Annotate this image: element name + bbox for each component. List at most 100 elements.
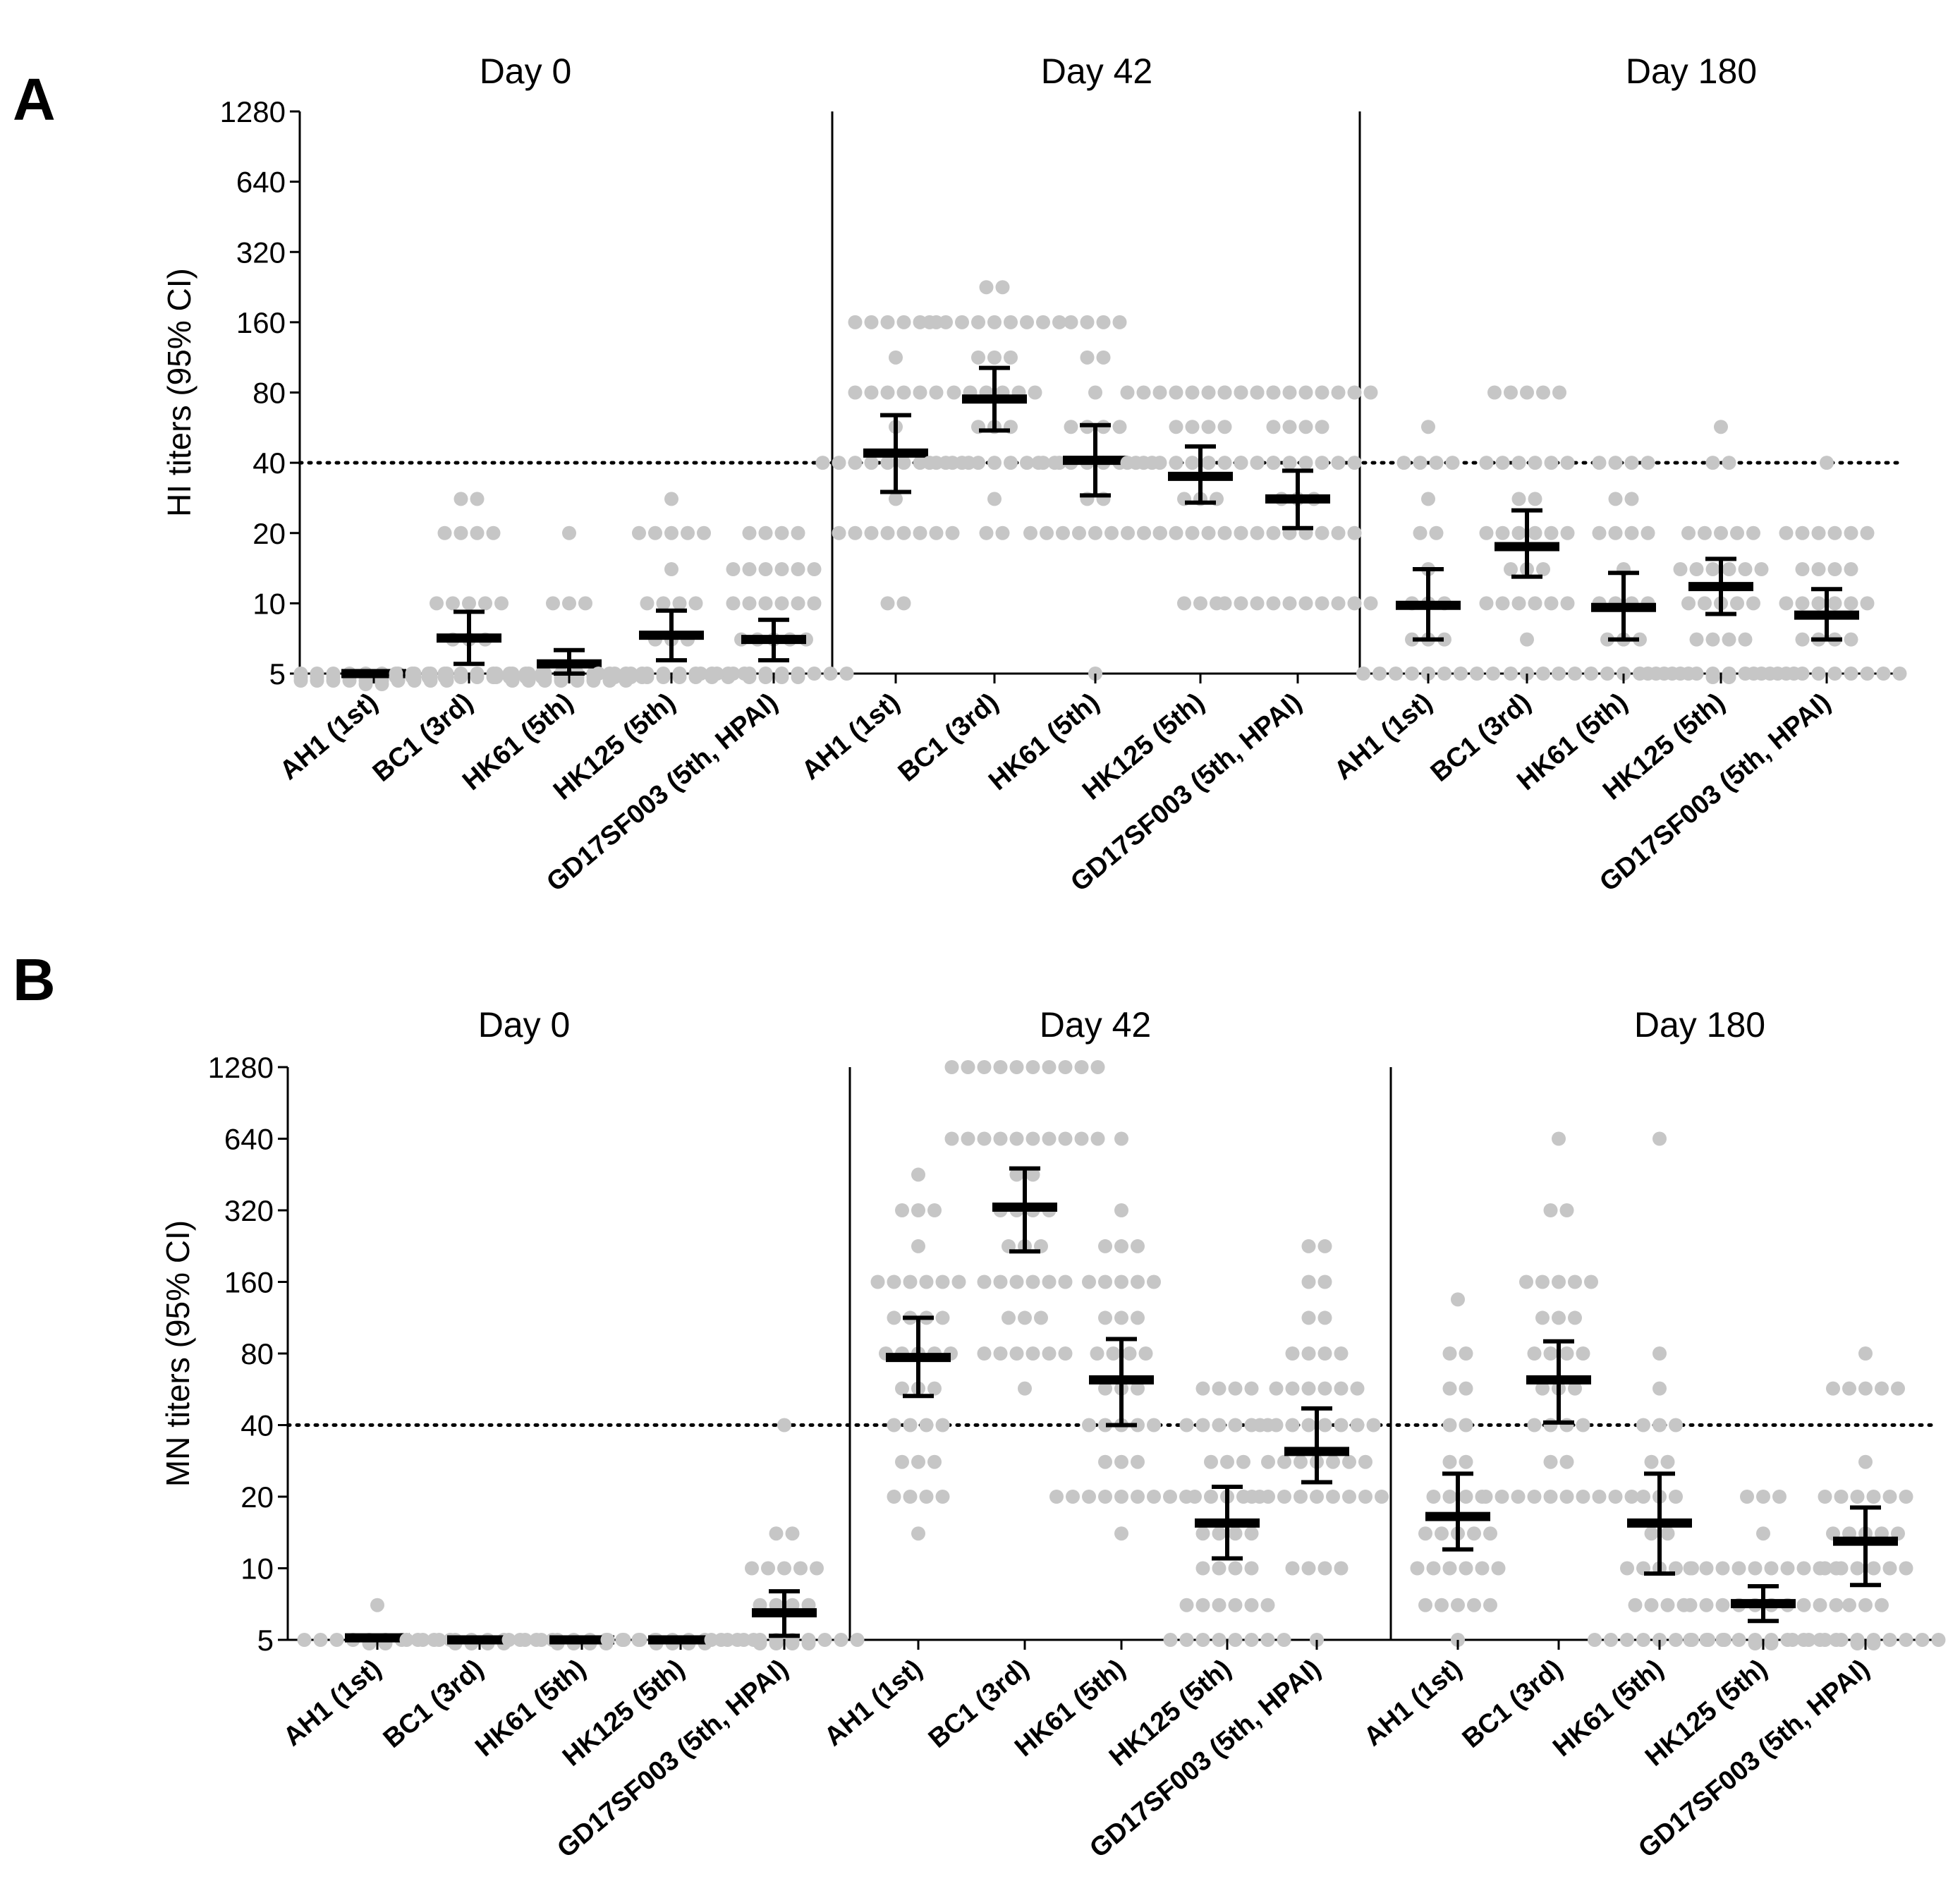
data-point xyxy=(1644,1526,1659,1541)
data-point xyxy=(1244,1598,1259,1612)
data-point xyxy=(1285,1346,1300,1361)
data-point xyxy=(326,674,341,688)
data-point xyxy=(1250,456,1265,470)
data-point xyxy=(1850,1561,1865,1576)
data-point xyxy=(1442,1346,1457,1361)
x-tick-label: AH1 (1st) xyxy=(278,1654,387,1752)
data-point xyxy=(672,670,687,684)
data-point xyxy=(1795,596,1810,611)
data-point xyxy=(310,674,324,688)
data-point xyxy=(470,670,485,684)
data-point xyxy=(1049,1490,1064,1504)
data-point xyxy=(1681,596,1696,611)
data-point xyxy=(1796,1561,1811,1576)
data-point xyxy=(1826,1381,1840,1396)
data-point xyxy=(1705,456,1720,470)
data-point xyxy=(1467,1526,1481,1541)
data-point xyxy=(375,677,389,691)
series-column: BC1 (3rd) xyxy=(923,1060,1105,1754)
day-title: Day 180 xyxy=(1634,1005,1765,1045)
data-point xyxy=(1131,1418,1145,1432)
data-point xyxy=(1234,596,1248,611)
data-point xyxy=(1740,1490,1754,1504)
data-point xyxy=(1188,1490,1202,1504)
data-point xyxy=(753,1636,767,1650)
data-point xyxy=(1504,385,1518,400)
data-point xyxy=(1584,667,1598,681)
data-point xyxy=(1298,456,1313,470)
data-point xyxy=(1705,562,1720,577)
data-point xyxy=(1266,385,1281,400)
data-point xyxy=(1683,1598,1698,1612)
data-point xyxy=(505,674,520,688)
data-point xyxy=(1827,667,1842,681)
data-point xyxy=(1009,1131,1024,1146)
data-point xyxy=(742,562,757,577)
data-point xyxy=(1317,1381,1332,1396)
data-point xyxy=(1212,1561,1226,1576)
data-point xyxy=(1212,1633,1226,1647)
data-point xyxy=(1098,1310,1112,1325)
data-point xyxy=(1317,1310,1332,1325)
data-point xyxy=(1850,1490,1865,1504)
data-point xyxy=(1641,525,1655,540)
data-point xyxy=(1331,385,1346,400)
data-point xyxy=(1722,456,1736,470)
data-point xyxy=(1669,1418,1683,1432)
data-point xyxy=(1413,456,1428,470)
data-point xyxy=(726,596,741,611)
data-point xyxy=(1899,1561,1913,1576)
data-point xyxy=(1754,562,1769,577)
data-point xyxy=(774,596,789,611)
data-point xyxy=(1028,385,1042,400)
data-point xyxy=(1410,1561,1425,1576)
data-point xyxy=(1372,667,1387,681)
y-axis-label: MN titers (95% CI) xyxy=(159,1220,196,1487)
data-point xyxy=(1217,596,1232,611)
data-point xyxy=(1228,1526,1243,1541)
data-point xyxy=(1096,315,1111,329)
data-point xyxy=(1660,1454,1675,1469)
data-point xyxy=(1673,667,1688,681)
data-point xyxy=(1363,596,1378,611)
data-point xyxy=(1009,1275,1024,1289)
data-point xyxy=(1875,1381,1889,1396)
data-point xyxy=(1298,385,1313,400)
data-point xyxy=(578,596,592,611)
data-point xyxy=(537,674,552,688)
data-point xyxy=(993,1131,1008,1146)
data-point xyxy=(1850,1636,1865,1650)
data-point xyxy=(1201,420,1216,434)
data-point xyxy=(1624,456,1639,470)
data-point xyxy=(1584,1275,1598,1289)
data-point xyxy=(1811,562,1826,577)
data-point xyxy=(1301,1275,1316,1289)
y-tick-label: 640 xyxy=(224,1123,274,1156)
data-point xyxy=(1285,1561,1300,1576)
data-point xyxy=(1592,1490,1607,1504)
data-point xyxy=(1131,1381,1145,1396)
data-point xyxy=(1882,1561,1897,1576)
y-tick-label: 10 xyxy=(241,1552,274,1586)
data-point xyxy=(1600,632,1614,647)
data-point xyxy=(1025,1275,1040,1289)
data-point xyxy=(1779,596,1794,611)
data-point xyxy=(1317,1275,1332,1289)
data-point xyxy=(1818,1490,1832,1504)
data-point xyxy=(1528,596,1542,611)
data-point xyxy=(1882,1633,1897,1647)
data-point xyxy=(1212,1418,1226,1432)
data-point xyxy=(1347,385,1362,400)
data-point xyxy=(979,280,994,295)
data-point xyxy=(1576,1346,1590,1361)
data-point xyxy=(1301,1346,1316,1361)
data-point xyxy=(1114,1239,1128,1253)
data-point xyxy=(1098,1239,1112,1253)
data-point xyxy=(1179,1633,1194,1647)
data-point xyxy=(742,596,757,611)
data-point xyxy=(1641,667,1655,681)
panel-letter: A xyxy=(13,66,56,133)
data-point xyxy=(1260,1633,1275,1647)
